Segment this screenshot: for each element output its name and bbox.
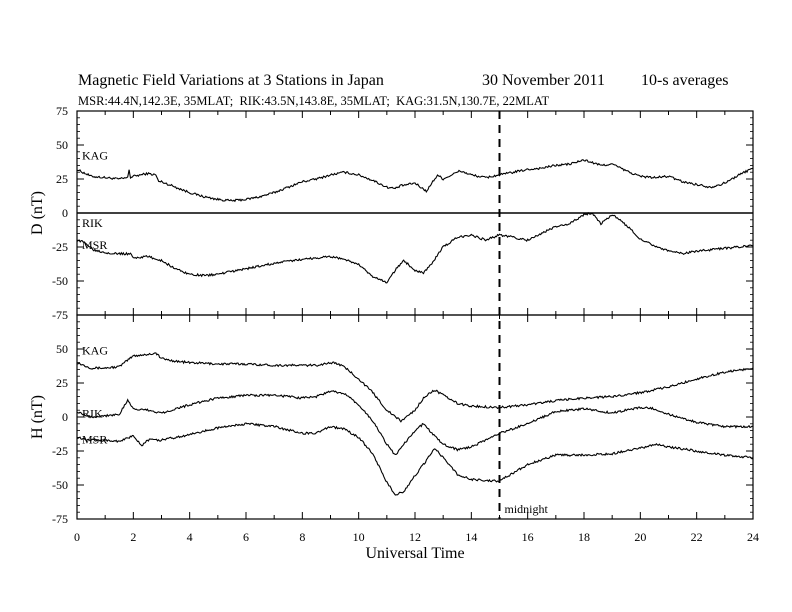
y-axis-label: H (nT) [29, 395, 46, 439]
series-label-rik: RIK [82, 216, 103, 230]
series-line-rik [76, 390, 754, 455]
y-tick-label: 50 [56, 342, 68, 356]
x-tick-label: 8 [299, 530, 305, 544]
x-tick-label: 4 [187, 530, 193, 544]
chart-date: 30 November 2011 [482, 72, 605, 89]
averaging-note: 10-s averages [641, 72, 729, 89]
x-tick-label: 14 [465, 530, 477, 544]
series-label-rik: RIK [82, 407, 103, 421]
x-tick-label: 6 [243, 530, 249, 544]
y-tick-label: 0 [62, 206, 68, 220]
x-tick-label: 16 [522, 530, 534, 544]
midnight-label: midnight [505, 502, 549, 516]
y-tick-label: -25 [52, 444, 68, 458]
y-tick-label: -25 [52, 240, 68, 254]
series-line-kag [76, 352, 754, 423]
y-tick-label: -75 [52, 308, 68, 322]
series-label-kag: KAG [82, 344, 108, 358]
x-tick-label: 12 [409, 530, 421, 544]
y-tick-label: -75 [52, 512, 68, 526]
x-tick-label: 20 [634, 530, 646, 544]
y-tick-label: 25 [56, 376, 68, 390]
x-tick-label: 18 [578, 530, 590, 544]
series-label-msr: MSR [82, 432, 107, 446]
x-tick-label: 0 [74, 530, 80, 544]
station-info: MSR:44.4N,142.3E, 35MLAT; RIK:43.5N,143.… [78, 94, 550, 108]
y-tick-label: 75 [56, 104, 68, 118]
series-label-kag: KAG [82, 148, 108, 162]
x-tick-label: 10 [353, 530, 365, 544]
panel-frame-1 [76, 314, 754, 520]
x-tick-label: 2 [130, 530, 136, 544]
chart-title: Magnetic Field Variations at 3 Stations … [78, 72, 384, 89]
series-line-msr [76, 422, 754, 496]
y-tick-label: 25 [56, 172, 68, 186]
y-tick-label: -50 [52, 478, 68, 492]
series-label-msr: MSR [82, 238, 107, 252]
series-line-kag [76, 159, 754, 203]
y-axis-label: D (nT) [29, 191, 46, 235]
x-axis-label: Universal Time [365, 545, 464, 562]
x-tick-label: 22 [691, 530, 703, 544]
y-tick-label: 0 [62, 410, 68, 424]
x-tick-label: 24 [747, 530, 759, 544]
series-line-rik [76, 211, 754, 284]
y-tick-label: -50 [52, 274, 68, 288]
y-tick-label: 50 [56, 138, 68, 152]
